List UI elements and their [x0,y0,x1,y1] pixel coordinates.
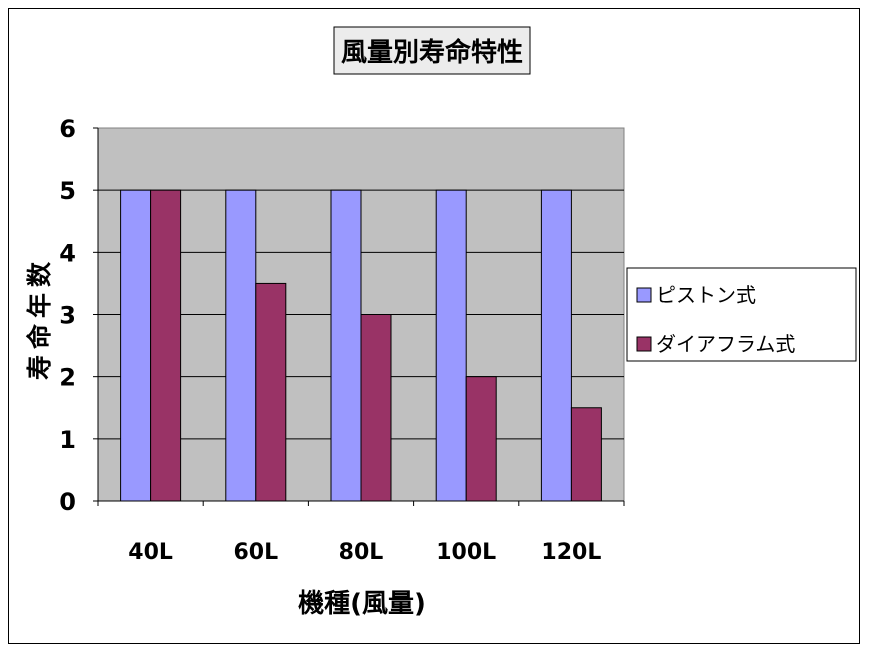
y-tick-label: 2 [59,364,76,392]
x-tick-label: 80L [339,540,384,565]
legend-label-diaphragm: ダイアフラム式 [656,332,795,356]
y-tick-label: 0 [59,488,76,516]
bar-piston-60L [225,189,257,502]
legend: ピストン式 ダイアフラム式 [626,267,857,362]
bars [120,189,602,502]
bar-diaphragm-120L [570,407,602,502]
chart-title: 風量別寿命特性 [341,37,523,68]
y-tick-label: 6 [59,115,76,143]
x-tick-label: 40L [128,540,173,565]
bar-diaphragm-60L [255,282,287,502]
y-tick-label: 3 [59,302,76,330]
legend-item-diaphragm: ダイアフラム式 [636,332,795,356]
x-tick-label: 60L [233,540,278,565]
bar-diaphragm-40L [150,189,182,502]
y-tick-label: 1 [59,426,76,454]
y-axis-label: 寿命年数 [25,256,54,380]
bar-piston-40L [120,189,152,502]
x-tick-label: 100L [436,540,496,565]
legend-item-piston: ピストン式 [636,283,756,307]
legend-swatch-diaphragm [636,336,652,352]
chart-title-box: 風量別寿命特性 [333,26,531,75]
y-tick-label: 4 [59,239,76,267]
y-axis: 0 1 2 3 4 5 6 [59,115,99,516]
bar-piston-80L [330,189,362,502]
legend-label-piston: ピストン式 [656,283,756,307]
legend-swatch-piston [636,287,652,303]
bar-diaphragm-100L [465,376,497,502]
y-tick-label: 5 [59,177,76,205]
x-axis: 40L 60L 80L 100L 120L [97,500,625,565]
x-axis-label: 機種(風量) [298,589,426,619]
bar-diaphragm-80L [360,314,392,502]
bar-piston-120L [540,189,572,502]
x-tick-label: 120L [541,540,601,565]
bar-piston-100L [435,189,467,502]
